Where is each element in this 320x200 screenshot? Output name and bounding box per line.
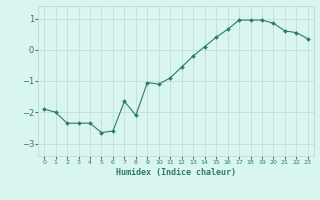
X-axis label: Humidex (Indice chaleur): Humidex (Indice chaleur) xyxy=(116,168,236,177)
